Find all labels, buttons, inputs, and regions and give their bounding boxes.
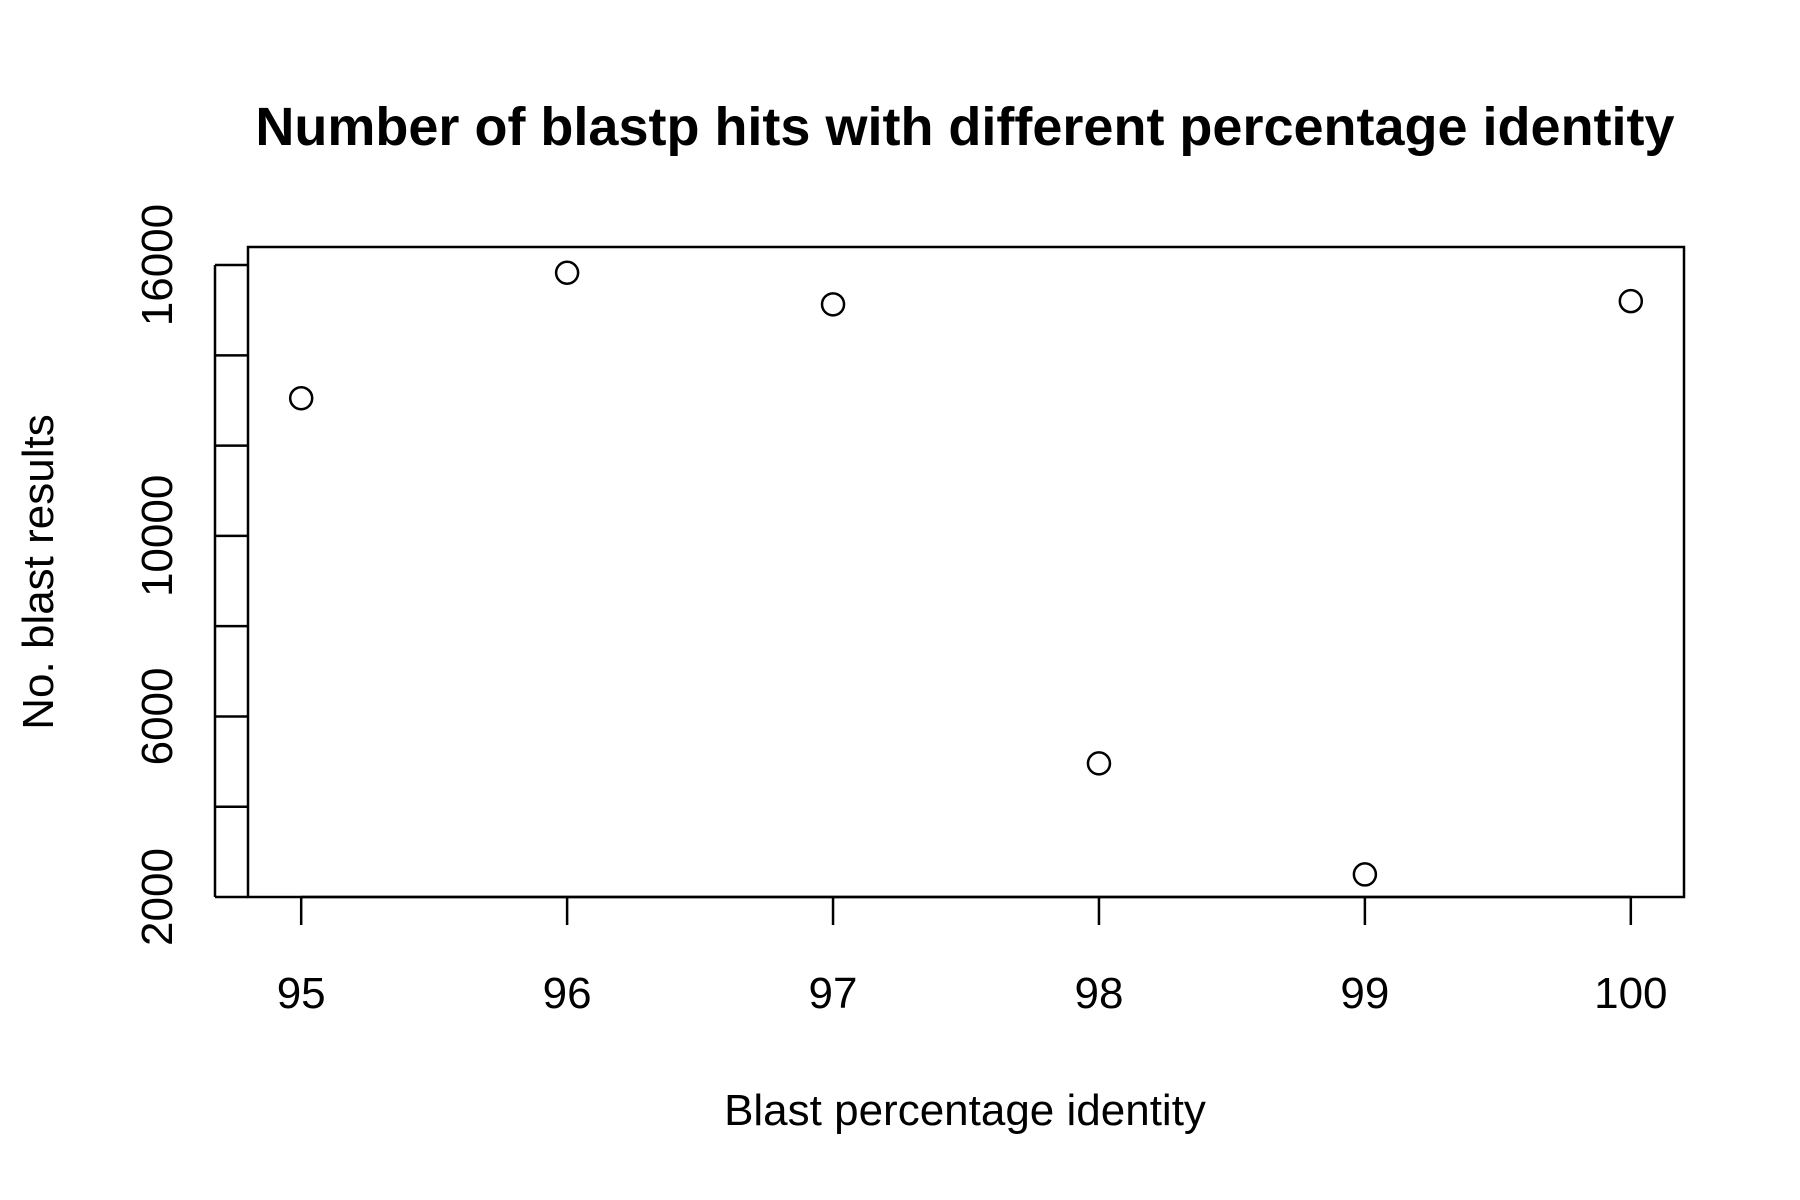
data-point [1352, 862, 1378, 887]
x-tick-label: 96 [543, 969, 592, 1018]
y-axis-label: No. blast results [14, 414, 63, 729]
data-point [1086, 751, 1112, 776]
data-point [820, 292, 846, 317]
x-tick-label: 97 [809, 969, 858, 1018]
data-point [288, 385, 314, 411]
y-tick-label: 16000 [133, 204, 182, 326]
y-tick-label: 2000 [133, 848, 182, 946]
x-tick-label: 100 [1594, 969, 1667, 1018]
data-point [1618, 288, 1644, 314]
x-axis-label: Blast percentage identity [724, 1086, 1206, 1135]
x-tick-label: 95 [277, 969, 326, 1018]
x-axis: 95 96 97 98 99 100 [277, 895, 1668, 1018]
y-tick-label: 6000 [133, 667, 182, 765]
plot-frame [246, 245, 1686, 899]
data-point [554, 260, 580, 285]
data-points [288, 260, 1644, 887]
y-axis: 2000 6000 10000 16000 [133, 204, 248, 946]
x-tick-label: 99 [1340, 969, 1389, 1018]
y-tick-label: 10000 [133, 475, 182, 597]
chart-title: Number of blastp hits with different per… [255, 97, 1674, 157]
x-tick-label: 98 [1074, 969, 1123, 1018]
